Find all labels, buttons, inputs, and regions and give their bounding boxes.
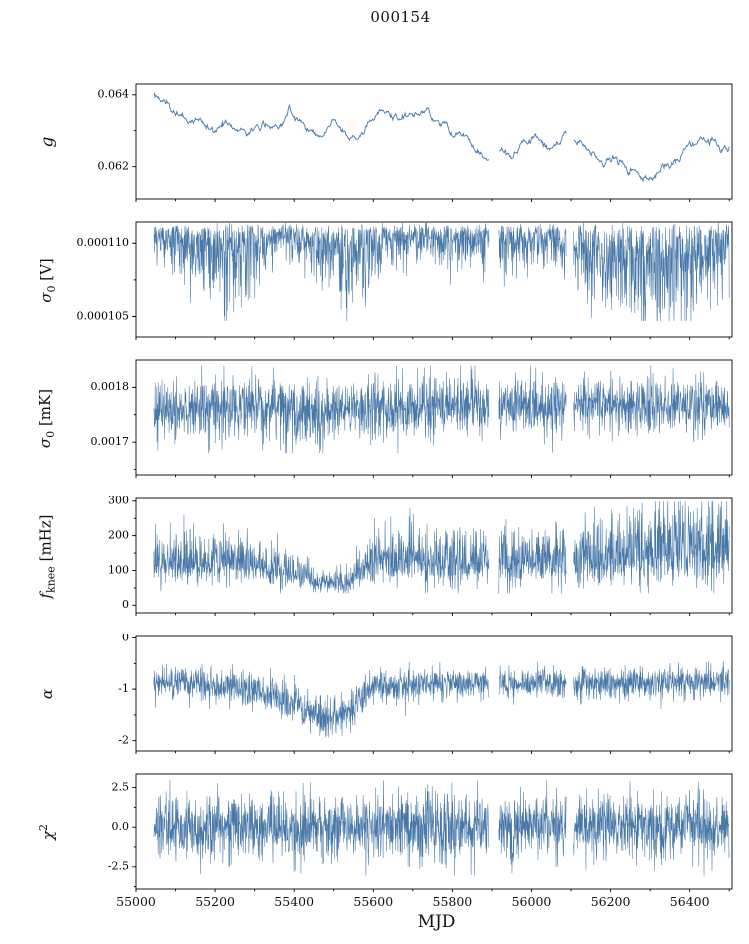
panel-chi2-plot: [64, 772, 737, 892]
y-axis-label-chi2: χ2: [37, 823, 57, 841]
y-axis-label-sigma0-V: σ0 [V]: [36, 257, 58, 303]
y-axis-label-wrap: σ0 [V]: [30, 220, 64, 340]
panel-alpha: α: [30, 634, 749, 754]
x-tick-label: 55000: [116, 894, 156, 909]
x-tick-label: 56000: [511, 894, 552, 909]
panel-fknee: fknee [mHz]: [30, 496, 749, 616]
figure-title: 000154: [370, 8, 431, 26]
y-axis-label-wrap: σ0 [mK]: [30, 358, 64, 478]
y-axis-label-sigma0-mK: σ0 [mK]: [36, 388, 58, 448]
panels: g σ0 [V] σ0 [mK] fknee [mHz] α: [30, 82, 749, 892]
panel-fknee-plot: [64, 496, 737, 616]
y-axis-label-wrap: g: [30, 82, 64, 202]
panel-sigma0-V-plot: [64, 220, 737, 340]
y-axis-label-wrap: fknee [mHz]: [30, 496, 64, 616]
x-tick-labels: 55000 55200 55400 55600 55800 56000 56200 56400: [64, 892, 737, 910]
panel-g-plot: [64, 82, 737, 202]
panel-sigma0-V: σ0 [V]: [30, 220, 749, 340]
y-axis-label-g: g: [36, 136, 57, 148]
x-tick-label: 56200: [590, 894, 631, 909]
x-tick-label: 55200: [195, 894, 235, 909]
panel-chi2: χ2: [30, 772, 749, 892]
y-axis-label-alpha: α: [37, 688, 56, 700]
y-axis-label-fknee: fknee [mHz]: [36, 513, 58, 599]
x-axis: 55000 55200 55400 55600 55800 56000 56200 56400…: [64, 892, 749, 940]
y-axis-label-wrap: α: [30, 634, 64, 754]
y-axis-label-wrap: χ2: [30, 772, 64, 892]
panel-g: g: [30, 82, 749, 202]
panel-sigma0-mK: σ0 [mK]: [30, 358, 749, 478]
panel-sigma0-mK-plot: [64, 358, 737, 478]
x-tick-label: 55400: [274, 894, 315, 909]
panel-alpha-plot: [64, 634, 737, 754]
x-tick-label: 55800: [432, 894, 473, 909]
x-tick-label: 56400: [669, 894, 710, 909]
x-axis-label: MJD: [417, 912, 456, 932]
x-tick-label: 55600: [353, 894, 394, 909]
